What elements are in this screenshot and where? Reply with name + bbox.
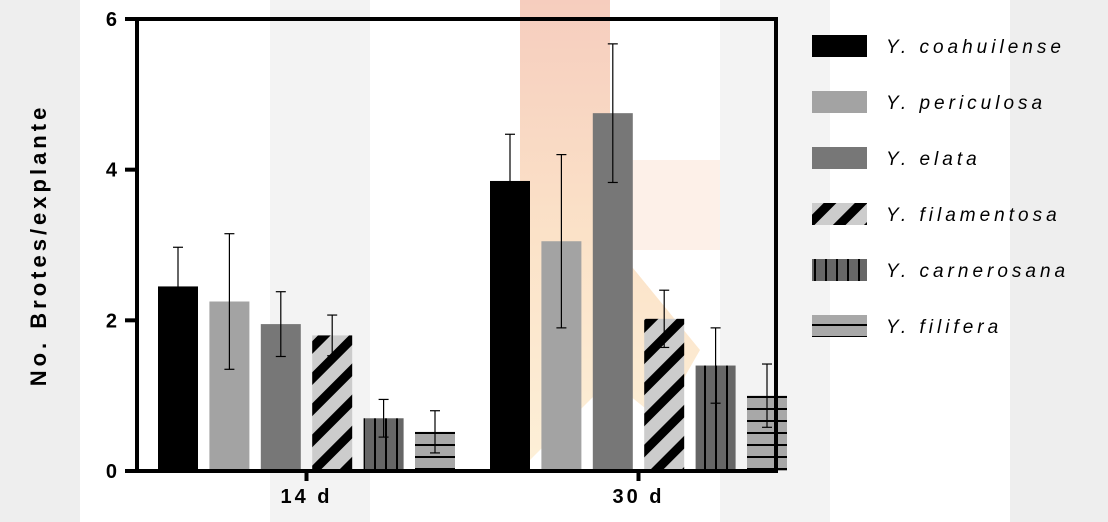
legend-label: Y. periculosa: [886, 93, 1046, 114]
y-axis-title: No. Brotes/explante: [26, 104, 51, 387]
y-tick-label: 4: [106, 160, 120, 182]
legend-label: Y. elata: [886, 149, 981, 170]
y-tick-label: 6: [106, 9, 120, 31]
legend: Y. coahuilense Y. periculosa Y. elata Y. fi…: [812, 35, 1069, 338]
legend-label: Y. carnerosana: [886, 261, 1069, 282]
legend-swatch: [812, 259, 867, 281]
legend-swatch: [812, 203, 867, 225]
x-tick-label: 30 d: [612, 486, 664, 508]
legend-label: Y. coahuilense: [886, 37, 1065, 58]
y-tick-label: 2: [106, 310, 120, 332]
axes: 14 d 30 d 0 2 4 6 No. Brotes/explante: [26, 9, 778, 508]
x-tick-label: 14 d: [280, 486, 332, 508]
y-tick-label: 0: [106, 461, 120, 483]
bar: [490, 180, 530, 471]
legend-label: Y. filamentosa: [886, 205, 1061, 226]
legend-swatch: [812, 147, 867, 169]
legend-label: Y. filifera: [886, 317, 1002, 338]
bar: [312, 335, 353, 471]
bars: [158, 43, 787, 472]
legend-swatch: [812, 35, 867, 57]
legend-swatch: [812, 315, 867, 337]
plot-frame: [135, 17, 778, 473]
legend-swatch: [812, 91, 867, 113]
